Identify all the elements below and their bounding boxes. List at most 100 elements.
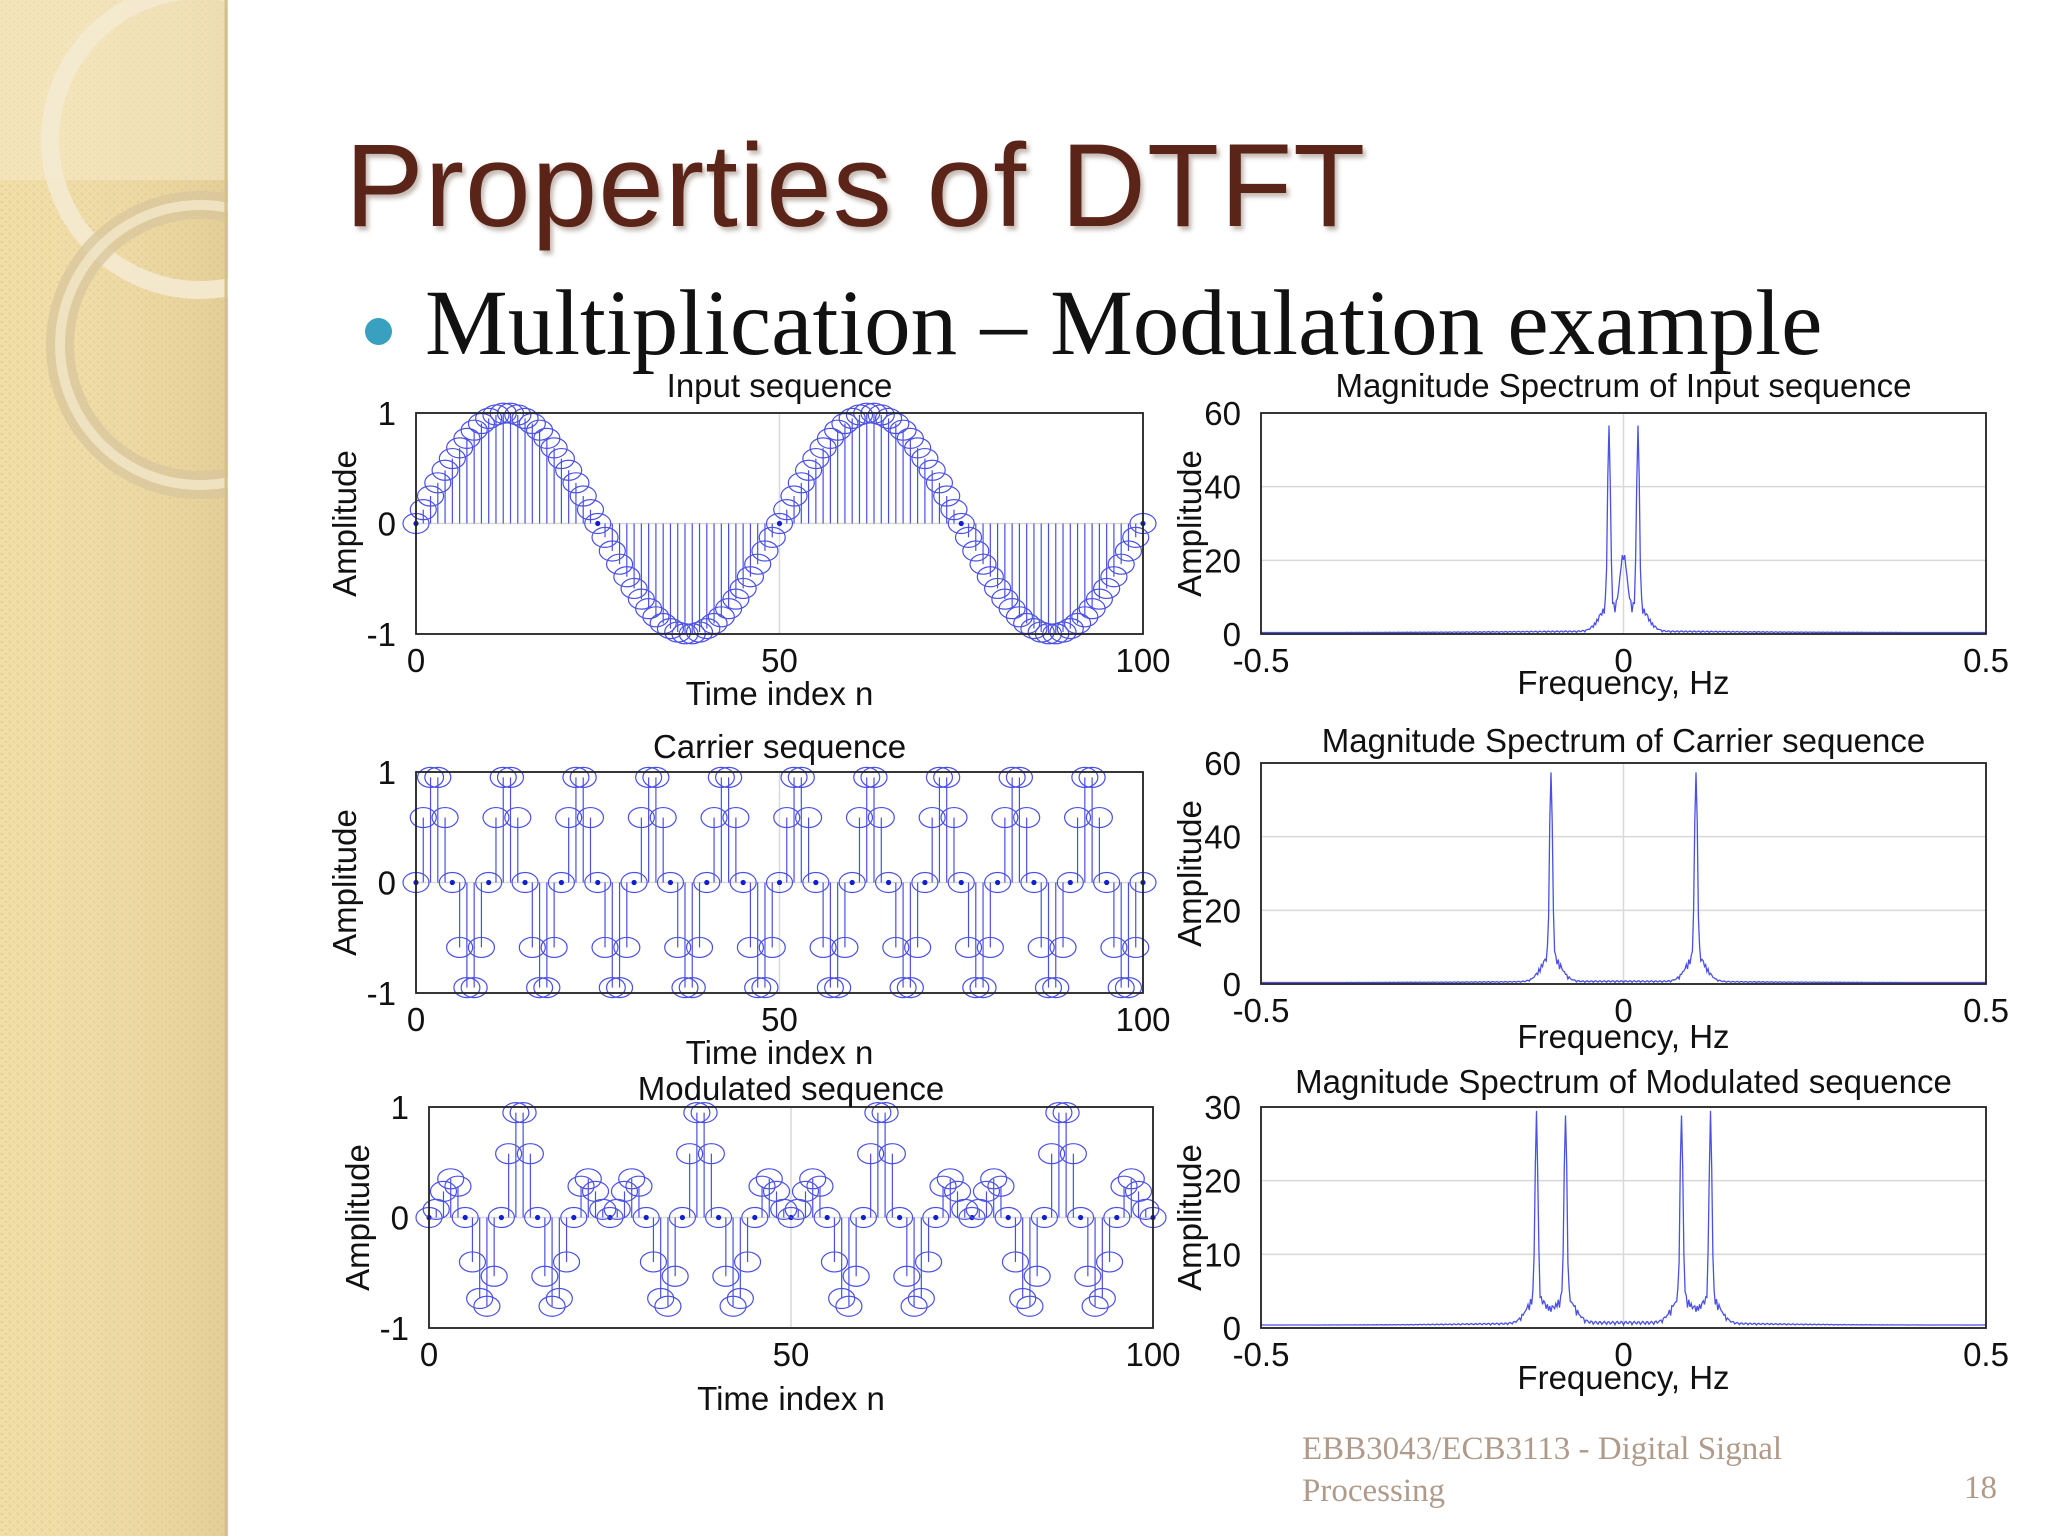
stem-marker — [671, 976, 699, 999]
stem-dot — [667, 879, 674, 886]
stem-marker — [904, 437, 932, 459]
y-tick-label: 10 — [1204, 1236, 1241, 1273]
y-tick-label: 0 — [1223, 1310, 1241, 1347]
stem-marker — [562, 472, 590, 494]
stem-marker — [598, 540, 626, 562]
stem-marker — [799, 1168, 827, 1190]
stem-marker — [431, 806, 459, 829]
bullet-text: Multiplication – Modulation example — [425, 272, 1823, 375]
stem-marker — [1020, 617, 1048, 640]
stem-marker — [806, 1175, 834, 1197]
stem-marker — [878, 1143, 906, 1165]
stem-marker — [678, 976, 706, 999]
stem-marker — [976, 936, 1004, 959]
stem-marker — [533, 976, 561, 999]
stem-marker — [719, 1295, 747, 1317]
stem-dot — [535, 1214, 541, 1221]
stem-marker — [951, 1198, 979, 1220]
stem-marker — [555, 459, 583, 481]
stem-marker — [972, 1180, 1001, 1202]
stem-marker — [416, 766, 445, 789]
stem-marker — [416, 485, 445, 507]
stem-marker — [610, 1180, 639, 1202]
stem-marker — [940, 806, 968, 829]
stem-marker — [813, 1206, 841, 1229]
stem-marker — [1122, 936, 1150, 959]
stem-marker — [874, 871, 903, 894]
stem-dot — [595, 520, 601, 527]
stem-marker — [613, 566, 641, 588]
stem-dot — [1031, 879, 1037, 886]
y-tick-label: 0 — [1223, 966, 1241, 1003]
stem-marker — [451, 1206, 479, 1229]
stem-marker — [584, 512, 612, 535]
y-tick-label: 0 — [391, 1200, 409, 1237]
y-tick-label: 60 — [1204, 395, 1241, 432]
stem-marker — [954, 936, 983, 959]
stem-marker — [538, 1295, 566, 1317]
stem-marker — [518, 936, 546, 959]
y-tick-label: 1 — [378, 754, 396, 791]
stem-marker — [896, 976, 924, 999]
y-tick-label: 1 — [391, 1089, 409, 1126]
stem-marker — [591, 526, 619, 548]
stem-marker — [1020, 871, 1048, 894]
stem-marker — [466, 1287, 494, 1310]
stem-marker — [1038, 1143, 1066, 1165]
stem-marker — [1001, 1251, 1030, 1273]
stem-marker — [473, 1295, 501, 1317]
stem-marker — [504, 404, 532, 426]
stem-marker — [1088, 1287, 1116, 1310]
stem-dot — [958, 520, 964, 527]
stem-marker — [914, 1251, 943, 1273]
stem-marker — [446, 936, 474, 959]
stem-dot — [958, 879, 964, 886]
axes-frame — [1260, 1106, 1987, 1329]
stem-marker — [712, 1265, 740, 1287]
stem-marker — [715, 766, 743, 789]
axes-frame — [415, 412, 1144, 635]
stem-marker — [1071, 766, 1099, 789]
stem-marker — [1078, 766, 1106, 789]
x-tick-label: 100 — [1125, 1336, 1180, 1373]
stem-marker — [552, 1251, 581, 1273]
stem-marker — [1085, 588, 1113, 610]
stem-marker — [1027, 936, 1055, 959]
stem-marker — [700, 806, 728, 829]
y-tick-label: 0 — [1223, 616, 1241, 653]
stem-dot — [933, 1214, 939, 1221]
stem-marker — [482, 806, 510, 829]
stem-marker — [1081, 1295, 1109, 1317]
stem-marker — [707, 766, 735, 789]
x-tick-label: 0.5 — [1963, 642, 2009, 679]
stem-marker — [511, 871, 539, 894]
stem-marker — [1034, 976, 1063, 999]
stem-marker — [424, 766, 452, 789]
stem-marker — [502, 1102, 530, 1124]
stem-marker — [509, 1102, 537, 1124]
stem-marker — [632, 1206, 660, 1229]
stem-marker — [751, 540, 779, 562]
stem-dot — [1005, 1214, 1011, 1221]
slide-title: Properties of DTFT — [345, 120, 1367, 252]
stem-marker — [983, 871, 1012, 894]
stem-marker — [591, 936, 619, 959]
stem-marker — [922, 1206, 950, 1229]
stem-marker — [802, 871, 830, 894]
stem-marker — [620, 871, 648, 894]
stem-dot — [922, 879, 928, 886]
stem-marker — [787, 472, 815, 494]
stem-marker — [758, 526, 786, 548]
stem-marker — [635, 766, 663, 789]
stem-marker — [845, 806, 874, 829]
stem-marker — [1071, 606, 1099, 628]
axes-frame — [428, 1106, 1154, 1329]
stem-marker — [962, 976, 990, 999]
stem-marker — [787, 766, 815, 789]
stem-marker — [697, 1143, 725, 1165]
stem-dot — [824, 1214, 830, 1221]
stem-marker — [1049, 936, 1077, 959]
y-axis-label: Amplitude — [1171, 1144, 1208, 1291]
y-tick-label: -1 — [367, 616, 396, 653]
